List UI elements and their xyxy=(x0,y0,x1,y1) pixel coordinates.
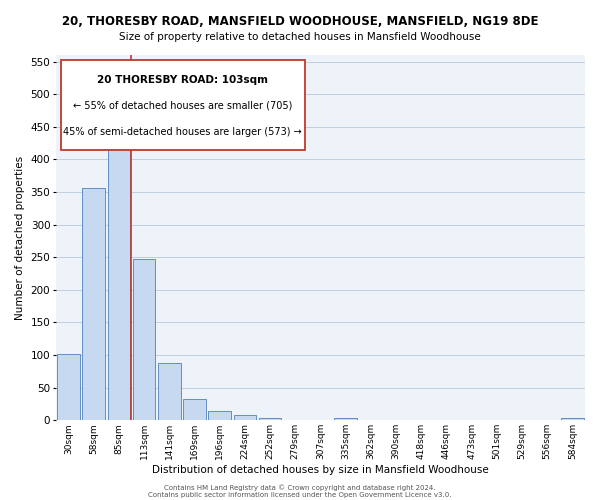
Bar xyxy=(561,418,584,420)
Bar xyxy=(233,415,256,420)
Bar xyxy=(158,363,181,420)
Text: 45% of semi-detached houses are larger (573) →: 45% of semi-detached houses are larger (… xyxy=(64,127,302,137)
X-axis label: Distribution of detached houses by size in Mansfield Woodhouse: Distribution of detached houses by size … xyxy=(152,465,489,475)
Bar xyxy=(57,354,80,420)
Text: Contains HM Land Registry data © Crown copyright and database right 2024.: Contains HM Land Registry data © Crown c… xyxy=(164,484,436,491)
Text: 20 THORESBY ROAD: 103sqm: 20 THORESBY ROAD: 103sqm xyxy=(97,75,268,85)
Bar xyxy=(107,130,130,420)
Bar xyxy=(259,418,281,420)
Text: ← 55% of detached houses are smaller (705): ← 55% of detached houses are smaller (70… xyxy=(73,100,293,110)
Text: 20, THORESBY ROAD, MANSFIELD WOODHOUSE, MANSFIELD, NG19 8DE: 20, THORESBY ROAD, MANSFIELD WOODHOUSE, … xyxy=(62,15,538,28)
Bar xyxy=(82,188,105,420)
Bar xyxy=(183,399,206,420)
Bar xyxy=(334,418,357,420)
Text: Contains public sector information licensed under the Open Government Licence v3: Contains public sector information licen… xyxy=(148,492,452,498)
Text: Size of property relative to detached houses in Mansfield Woodhouse: Size of property relative to detached ho… xyxy=(119,32,481,42)
Y-axis label: Number of detached properties: Number of detached properties xyxy=(15,156,25,320)
Bar xyxy=(208,410,231,420)
Bar xyxy=(133,258,155,420)
